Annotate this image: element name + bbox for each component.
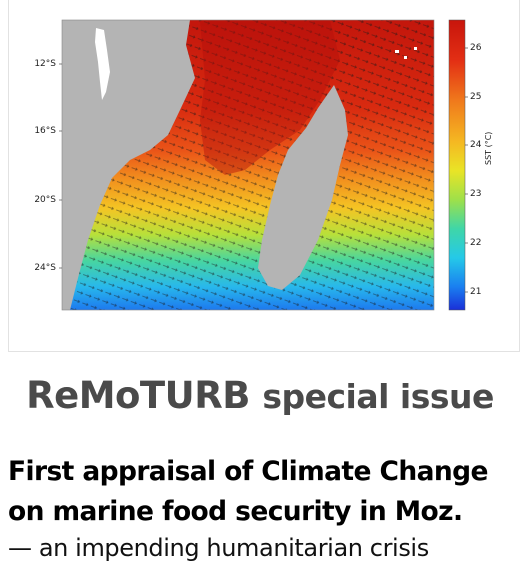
- headline: First appraisal of Climate Change on mar…: [8, 452, 518, 532]
- colorbar-label: SST (°C): [484, 131, 493, 165]
- y-tick-label: 16°S: [34, 126, 56, 136]
- colorbar-tick-label: 23: [470, 189, 482, 199]
- y-tick-label: 24°S: [34, 263, 56, 273]
- headline-line-1: First appraisal of Climate Change: [8, 456, 488, 487]
- y-tick-label: 12°S: [34, 59, 56, 69]
- sst-map-figure: [59, 19, 468, 311]
- colorbar-tick-label: 22: [470, 238, 482, 248]
- issue-suffix: special issue: [262, 377, 494, 416]
- colorbar-tick-label: 24: [470, 140, 482, 150]
- y-tick-label: 20°S: [34, 195, 56, 205]
- colorbar-tick-label: 21: [470, 287, 482, 297]
- headline-line-2: on marine food security in Moz.: [8, 496, 463, 527]
- colorbar-tick-label: 25: [470, 92, 482, 102]
- issue-name: ReMoTURB: [26, 374, 250, 417]
- headline-subtitle: — an impending humanitarian crisis: [8, 534, 429, 562]
- special-issue-title: ReMoTURB special issue: [0, 374, 520, 417]
- colorbar-tick-label: 26: [470, 43, 482, 53]
